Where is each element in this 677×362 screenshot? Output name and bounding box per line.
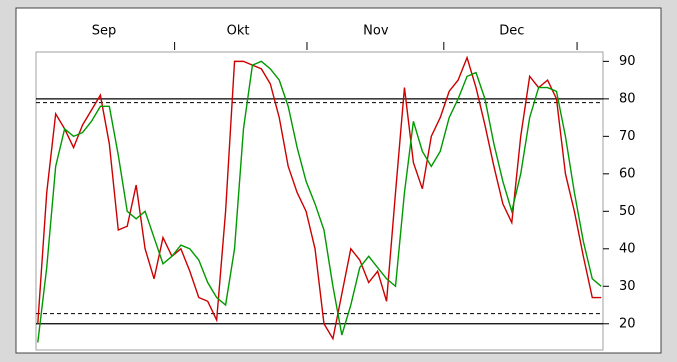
x-tick-label: Nov	[363, 24, 389, 39]
y-tick-label: 80	[619, 91, 636, 106]
x-tick-label: Sep	[92, 24, 117, 39]
y-tick-label: 30	[619, 279, 636, 294]
y-tick-label: 50	[619, 204, 636, 219]
y-tick-label: 40	[619, 241, 636, 256]
x-tick-label: Dec	[499, 24, 524, 39]
y-tick-label: 70	[619, 129, 636, 144]
series-line	[37, 55, 602, 341]
series-line	[37, 60, 602, 343]
y-tick-label: 20	[619, 316, 636, 331]
y-tick-label: 90	[619, 54, 636, 69]
y-tick-label: 60	[619, 166, 636, 181]
x-tick-label: Okt	[227, 24, 250, 39]
plot-area	[35, 51, 604, 351]
